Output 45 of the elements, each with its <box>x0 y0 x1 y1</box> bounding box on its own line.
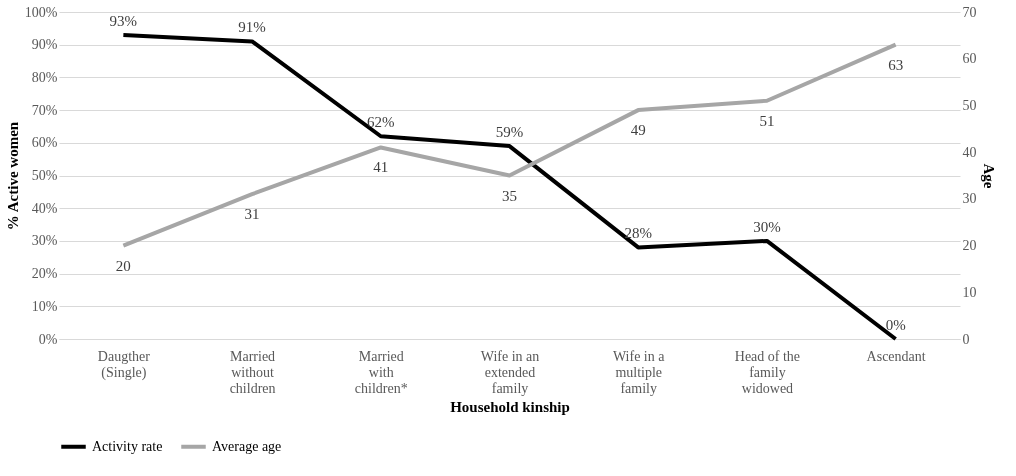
data-label: 59% <box>495 124 524 141</box>
data-label: 91% <box>238 19 266 36</box>
y2-tick-label: 20 <box>962 238 977 254</box>
data-label: 30% <box>753 218 781 235</box>
x-tick-label: Ascendant <box>866 348 926 364</box>
y2-tick-label: 10 <box>962 284 977 300</box>
data-label: 41 <box>373 159 389 176</box>
x-tick-label: Wife in a multiple family <box>612 348 666 396</box>
y-tick-label: 30% <box>31 233 58 249</box>
y2-tick-label: 60 <box>962 51 977 67</box>
data-label: 49 <box>630 122 646 139</box>
y2-axis-title: Age <box>980 163 997 189</box>
y-tick-label: 90% <box>31 37 58 53</box>
y2-tick-label: 70 <box>962 4 977 20</box>
data-label: 51 <box>759 112 775 129</box>
y-tick-label: 60% <box>31 135 58 151</box>
y2-tick-label: 40 <box>962 144 977 160</box>
y-tick-label: 10% <box>31 298 58 314</box>
data-label: 31 <box>244 206 260 223</box>
x-tick-label: Head of the family widowed <box>734 348 801 396</box>
x-tick-label: Wife in an extended family <box>480 348 540 396</box>
y2-tick-label: 50 <box>962 97 977 113</box>
data-label: 0% <box>885 317 906 333</box>
x-tick-label: Married without children <box>229 348 276 396</box>
y-tick-label: 70% <box>31 102 58 118</box>
data-label: 35 <box>502 187 517 204</box>
x-tick-label: Daugther (Single) <box>97 348 151 381</box>
data-label: 63 <box>888 56 904 73</box>
y-tick-label: 80% <box>31 69 58 85</box>
legend-label: Activity rate <box>92 438 163 454</box>
data-label: 28% <box>624 225 652 242</box>
y-axis-title: % Active women <box>4 121 21 231</box>
x-tick-label: Married with children* <box>354 348 408 396</box>
y-tick-label: 0% <box>38 331 58 347</box>
data-label: 20 <box>115 257 131 274</box>
y-tick-label: 100% <box>24 4 58 20</box>
y2-tick-label: 30 <box>962 191 977 207</box>
y-tick-label: 40% <box>31 200 58 216</box>
data-label: 93% <box>109 12 138 29</box>
x-axis-title: Household kinship <box>450 398 570 415</box>
y2-tick-label: 0 <box>962 331 970 347</box>
y-tick-label: 20% <box>31 266 58 282</box>
y-tick-label: 50% <box>31 168 58 183</box>
data-label: 62% <box>367 114 395 131</box>
legend-label: Average age <box>212 438 282 454</box>
